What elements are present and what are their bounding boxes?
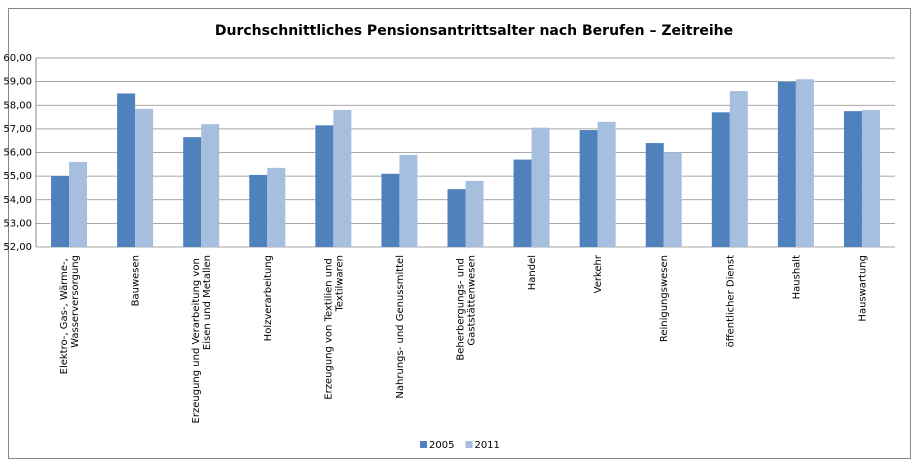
x-tick-label: Verkehr bbox=[593, 254, 604, 293]
bar bbox=[183, 137, 202, 247]
x-tick-label: Erzeugung von Textilien und Textilwaren bbox=[323, 255, 345, 400]
bar bbox=[663, 152, 682, 247]
y-tick-label: 55,00 bbox=[3, 171, 32, 182]
bar bbox=[531, 127, 550, 247]
bar bbox=[513, 159, 532, 247]
bar bbox=[777, 81, 796, 247]
bar bbox=[795, 79, 814, 247]
bar bbox=[315, 125, 334, 247]
x-tick-label: Haushalt bbox=[791, 255, 802, 299]
x-tick-label: Nahrungs- und Genussmittel bbox=[395, 255, 406, 399]
bar bbox=[381, 173, 400, 247]
legend-label: 2011 bbox=[474, 440, 499, 451]
bar bbox=[399, 154, 418, 247]
bar bbox=[597, 121, 616, 247]
bar bbox=[69, 161, 88, 247]
x-tick-label: Hauswartung bbox=[857, 255, 868, 322]
x-tick-label: Elektro-, Gas-, Wärme-, Wasserversorgung bbox=[59, 255, 81, 374]
y-tick-label: 60,00 bbox=[3, 53, 32, 64]
bar bbox=[729, 91, 748, 247]
x-tick-label: Handel bbox=[527, 255, 538, 290]
y-tick-label: 57,00 bbox=[3, 124, 32, 135]
y-tick-label: 52,00 bbox=[3, 242, 32, 253]
bar bbox=[843, 111, 862, 247]
x-tick-label: Holzverarbeitung bbox=[263, 255, 274, 341]
x-tick-label: Beherbergungs- und Gaststättenwesen bbox=[456, 255, 478, 361]
x-tick-label: öffentlicher Dienst bbox=[725, 255, 736, 347]
legend-swatch bbox=[420, 441, 427, 448]
bar bbox=[267, 167, 286, 247]
x-tick-label: Reinigungswesen bbox=[659, 255, 670, 342]
bar bbox=[645, 143, 664, 247]
y-tick-label: 56,00 bbox=[3, 148, 32, 159]
bar bbox=[135, 108, 154, 247]
bar bbox=[249, 174, 268, 247]
y-tick-label: 53,00 bbox=[3, 218, 32, 229]
x-tick-label: Bauwesen bbox=[131, 255, 142, 306]
chart-title: Durchschnittliches Pensionsantrittsalter… bbox=[215, 23, 733, 39]
legend-label: 2005 bbox=[429, 440, 454, 451]
bar bbox=[861, 109, 880, 247]
y-tick-label: 58,00 bbox=[3, 100, 32, 111]
y-tick-label: 59,00 bbox=[3, 77, 32, 88]
bar bbox=[465, 180, 484, 247]
bar bbox=[579, 130, 598, 247]
legend-swatch bbox=[465, 441, 473, 448]
bar bbox=[51, 176, 70, 247]
x-tick-label: Erzeugung und Verarbeitung von Eisen und… bbox=[191, 255, 213, 423]
bar bbox=[333, 109, 352, 247]
bar bbox=[711, 112, 730, 248]
bar bbox=[447, 189, 466, 247]
bar bbox=[201, 124, 220, 247]
y-tick-label: 54,00 bbox=[3, 195, 32, 206]
bar bbox=[117, 93, 136, 247]
